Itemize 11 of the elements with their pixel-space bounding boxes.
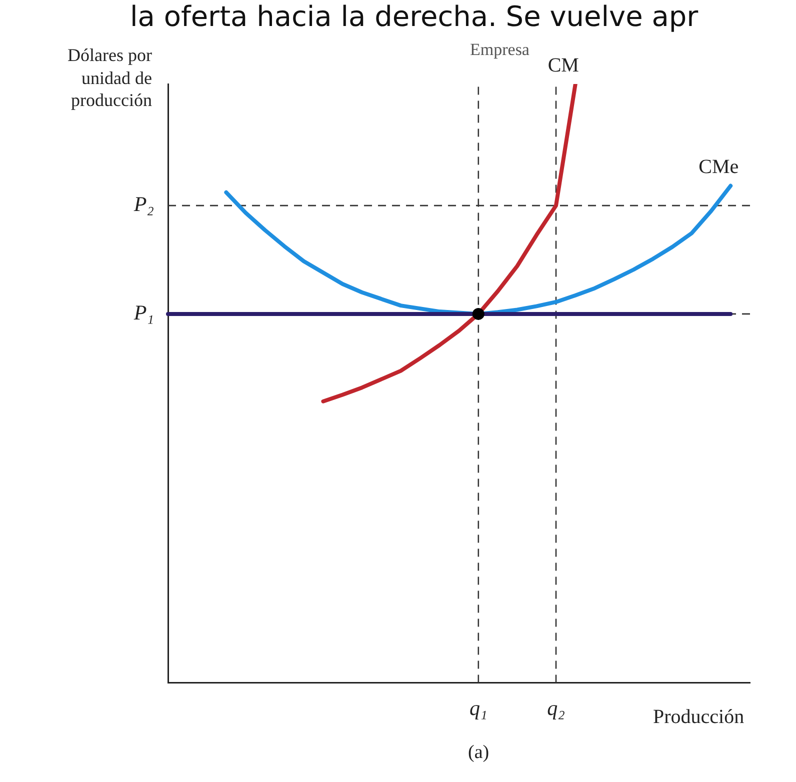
x-axis-title: Producción (653, 706, 744, 729)
ref-line-label: P₁ (132, 300, 154, 324)
y-axis-title: Dólares por unidad de producción (66, 44, 152, 112)
chart-title: Empresa (470, 40, 530, 60)
series-label: CMe (698, 156, 739, 178)
text: la oferta hacia la derecha. Se vuelve apr (130, 0, 698, 33)
x-tick-label: q₁ (469, 696, 488, 720)
series-label: CM (548, 54, 580, 76)
ref-line-label: P₂ (132, 192, 154, 216)
text: (a) (468, 742, 490, 764)
x-tick-label: q₂ (547, 696, 565, 720)
